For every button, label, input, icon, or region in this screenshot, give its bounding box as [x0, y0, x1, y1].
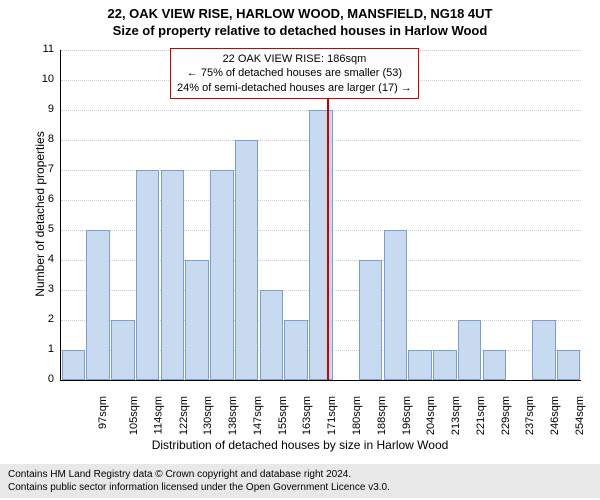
x-tick-label: 254sqm: [574, 396, 586, 435]
annotation-box: 22 OAK VIEW RISE: 186sqm ← 75% of detach…: [170, 48, 419, 99]
y-tick-label: 8: [34, 133, 54, 145]
histogram-bar: [309, 110, 333, 380]
y-tick-label: 11: [34, 43, 54, 55]
y-tick-label: 1: [34, 343, 54, 355]
x-axis-label: Distribution of detached houses by size …: [0, 438, 600, 452]
x-tick-label: 221sqm: [475, 396, 487, 435]
histogram-bar: [483, 350, 507, 380]
chart-container: 22, OAK VIEW RISE, HARLOW WOOD, MANSFIEL…: [0, 0, 600, 500]
x-tick-label: 196sqm: [401, 396, 413, 435]
x-tick-label: 105sqm: [128, 396, 140, 435]
histogram-bar: [111, 320, 135, 380]
y-tick-label: 2: [34, 313, 54, 325]
footer-attribution: Contains HM Land Registry data © Crown c…: [0, 464, 600, 498]
x-tick-label: 237sqm: [524, 396, 536, 435]
histogram-bar: [408, 350, 432, 380]
histogram-bar: [136, 170, 160, 380]
y-tick-label: 5: [34, 223, 54, 235]
histogram-bar: [384, 230, 408, 380]
x-tick-label: 163sqm: [302, 396, 314, 435]
x-tick-label: 147sqm: [252, 396, 264, 435]
y-tick-label: 7: [34, 163, 54, 175]
histogram-bar: [86, 230, 110, 380]
histogram-bar: [161, 170, 185, 380]
x-tick-label: 122sqm: [178, 396, 190, 435]
histogram-bar: [235, 140, 259, 380]
x-tick-label: 114sqm: [152, 396, 164, 434]
footer-line2: Contains public sector information licen…: [8, 481, 592, 494]
title-address: 22, OAK VIEW RISE, HARLOW WOOD, MANSFIEL…: [0, 6, 600, 23]
x-tick-label: 171sqm: [326, 396, 338, 435]
y-tick-label: 4: [34, 253, 54, 265]
histogram-bar: [284, 320, 308, 380]
histogram-bar: [433, 350, 457, 380]
histogram-bar: [458, 320, 482, 380]
y-tick-label: 9: [34, 103, 54, 115]
footer-line1: Contains HM Land Registry data © Crown c…: [8, 468, 592, 481]
plot-area: [60, 50, 581, 381]
histogram-bar: [557, 350, 581, 380]
x-tick-label: 138sqm: [227, 396, 239, 435]
x-tick-label: 204sqm: [425, 396, 437, 435]
x-tick-label: 97sqm: [97, 396, 109, 429]
histogram-bar: [260, 290, 284, 380]
x-tick-label: 246sqm: [549, 396, 561, 435]
y-tick-label: 10: [34, 73, 54, 85]
x-tick-label: 180sqm: [351, 396, 363, 435]
y-tick-label: 3: [34, 283, 54, 295]
histogram-bar: [359, 260, 383, 380]
x-tick-label: 229sqm: [500, 396, 512, 435]
x-tick-label: 130sqm: [203, 396, 215, 435]
histogram-bar: [532, 320, 556, 380]
reference-line: [327, 50, 329, 380]
annotation-line1: 22 OAK VIEW RISE: 186sqm: [177, 52, 412, 66]
title-subtitle: Size of property relative to detached ho…: [0, 23, 600, 40]
annotation-line2: ← 75% of detached houses are smaller (53…: [177, 66, 412, 80]
histogram-bar: [185, 260, 209, 380]
x-tick-label: 188sqm: [376, 396, 388, 435]
histogram-bar: [210, 170, 234, 380]
x-tick-label: 155sqm: [277, 396, 289, 435]
y-tick-label: 6: [34, 193, 54, 205]
x-tick-label: 213sqm: [450, 396, 462, 435]
title-block: 22, OAK VIEW RISE, HARLOW WOOD, MANSFIEL…: [0, 0, 600, 40]
y-tick-label: 0: [34, 373, 54, 385]
annotation-line3: 24% of semi-detached houses are larger (…: [177, 81, 412, 95]
histogram-bar: [62, 350, 86, 380]
